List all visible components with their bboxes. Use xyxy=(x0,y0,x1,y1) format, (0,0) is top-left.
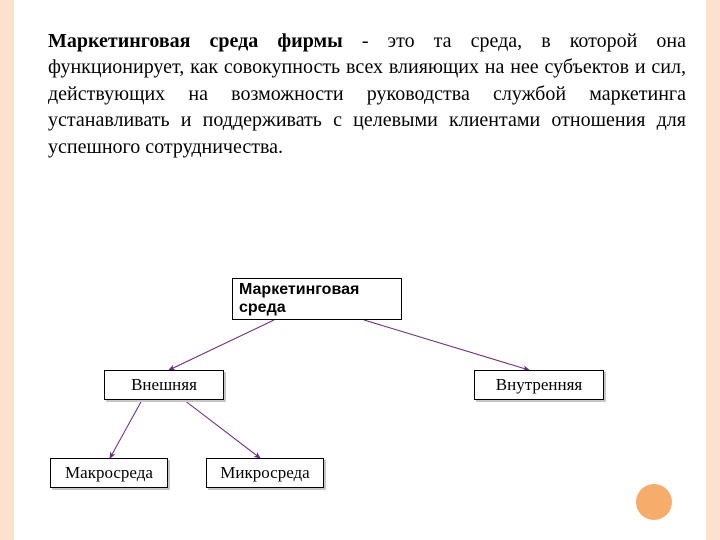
node-ext: Внешняя xyxy=(104,370,224,400)
edge-root-int xyxy=(364,320,529,370)
decorative-circle xyxy=(636,484,672,520)
slide-content: Маркетинговая среда фирмы - это та среда… xyxy=(14,0,706,540)
edge-ext-micro xyxy=(184,400,260,458)
node-int: Внутренняя xyxy=(474,370,604,400)
node-root: Маркетинговая среда xyxy=(232,278,402,320)
definition-paragraph: Маркетинговая среда фирмы - это та среда… xyxy=(48,28,686,160)
node-macro: Макросреда xyxy=(50,458,168,488)
definition-term: Маркетинговая среда фирмы xyxy=(48,30,343,52)
hierarchy-diagram: Маркетинговая среда Внешняя Внутренняя Макр… xyxy=(14,260,706,540)
edge-root-ext xyxy=(169,320,274,370)
node-micro: Микросреда xyxy=(206,458,324,488)
edge-ext-macro xyxy=(110,400,142,458)
